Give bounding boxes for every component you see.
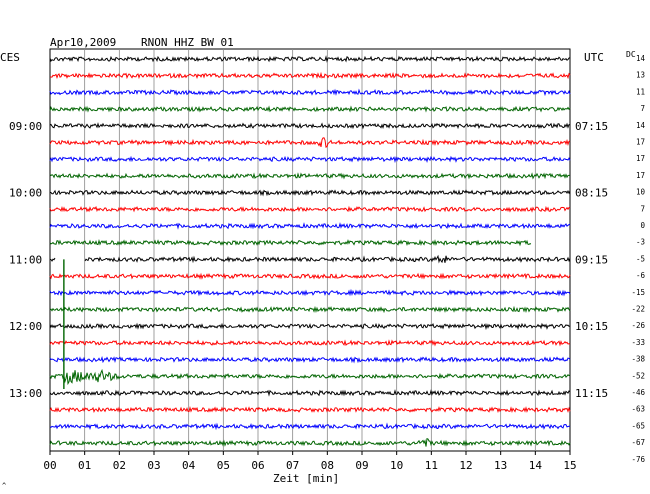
- dc-offset-value: -33: [631, 338, 645, 347]
- x-tick-label: 01: [78, 459, 91, 472]
- trace-row-6: [49, 137, 571, 148]
- left-axis-label: CES: [0, 51, 20, 64]
- left-time-label: 12:00: [9, 320, 42, 333]
- dc-offset-value: -76: [631, 455, 645, 464]
- dc-offset-value: -22: [631, 305, 645, 314]
- right-axis-label: UTC: [584, 51, 604, 64]
- trace-row-19: [49, 355, 571, 364]
- dc-offset-value: 13: [636, 71, 645, 80]
- trace-row-2: [49, 71, 571, 80]
- right-time-label: 11:15: [575, 387, 608, 400]
- dc-offset-value: -46: [631, 388, 645, 397]
- trace-row-1: [49, 55, 571, 63]
- dc-offset-value: 14: [636, 54, 646, 63]
- right-time-label: 10:15: [575, 320, 608, 333]
- x-tick-label: 07: [286, 459, 299, 472]
- header-station: RNON HHZ BW 01: [141, 36, 234, 49]
- left-time-label: 10:00: [9, 187, 42, 200]
- trace-row-5: [49, 122, 571, 130]
- trace-row-18: [49, 339, 571, 347]
- x-tick-label: 02: [113, 459, 126, 472]
- dc-offset-value: 11: [636, 87, 645, 96]
- dc-offset-value: 10: [636, 188, 646, 197]
- grid-layer: [49, 48, 571, 455]
- x-tick-label: 10: [390, 459, 403, 472]
- x-axis-label: Zeit [min]: [273, 472, 339, 485]
- dc-offset-value: -6: [636, 271, 646, 280]
- left-time-label: 09:00: [9, 120, 42, 133]
- trace-row-21: [49, 389, 571, 397]
- trace-row-23: [49, 422, 571, 431]
- x-tick-label: 09: [355, 459, 368, 472]
- dc-offset-value: -38: [631, 355, 645, 364]
- dc-label: DC: [626, 50, 636, 59]
- x-tick-label: 04: [182, 459, 196, 472]
- corner-mark: ^: [2, 482, 6, 490]
- plot-frame: [49, 48, 571, 452]
- trace-row-22: [49, 405, 571, 414]
- dc-offset-value: 17: [636, 154, 645, 163]
- trace-row-10: [49, 205, 571, 213]
- left-time-label: 13:00: [9, 387, 42, 400]
- trace-layer: [49, 55, 571, 447]
- trace-row-4: [49, 105, 571, 113]
- dc-offset-value: -5: [636, 254, 645, 263]
- left-time-label: 11:00: [9, 253, 42, 266]
- dc-offset-value: -63: [631, 405, 645, 414]
- dc-offset-value: -67: [631, 438, 645, 447]
- dc-offset-value: -3: [636, 238, 645, 247]
- trace-row-14: [49, 272, 571, 280]
- trace-row-24: [49, 438, 571, 447]
- header-date: Apr10,2009: [50, 36, 116, 49]
- dc-offset-value: -15: [631, 288, 645, 297]
- x-tick-label: 06: [251, 459, 264, 472]
- dc-offset-value: -26: [631, 321, 645, 330]
- dc-offset-value: -65: [631, 421, 645, 430]
- x-tick-label: 08: [321, 459, 334, 472]
- x-tick-label: 05: [217, 459, 230, 472]
- right-time-label: 09:15: [575, 253, 608, 266]
- x-tick-label: 03: [147, 459, 160, 472]
- trace-row-20: [49, 368, 571, 386]
- dc-offset-value: 17: [636, 138, 645, 147]
- dc-offset-value: 0: [640, 221, 645, 230]
- trace-row-13: [49, 254, 571, 264]
- trace-row-3: [49, 88, 571, 97]
- trace-row-12: [49, 238, 532, 247]
- trace-row-17: [49, 322, 571, 331]
- trace-row-9: [49, 189, 571, 197]
- dc-offset-value: 14: [636, 121, 646, 130]
- dc-offset-value: -52: [631, 371, 645, 380]
- dc-offset-value: 17: [636, 171, 645, 180]
- dc-offset-value: 7: [640, 104, 645, 113]
- x-tick-label: 11: [425, 459, 438, 472]
- x-tick-label: 15: [563, 459, 576, 472]
- trace-row-15: [49, 288, 571, 297]
- x-tick-label: 14: [529, 459, 543, 472]
- x-tick-label: 00: [43, 459, 56, 472]
- trace-row-11: [49, 222, 571, 230]
- right-time-label: 07:15: [575, 120, 608, 133]
- dc-offset-value: 7: [640, 204, 645, 213]
- text-layer: Apr10,2009 RNON HHZ BW 01 CES UTC DC Zei…: [0, 36, 645, 490]
- x-tick-label: 12: [459, 459, 472, 472]
- trace-row-7: [49, 155, 571, 164]
- trace-row-16: [49, 305, 571, 314]
- right-time-label: 08:15: [575, 187, 608, 200]
- x-tick-label: 13: [494, 459, 507, 472]
- trace-row-8: [49, 172, 571, 180]
